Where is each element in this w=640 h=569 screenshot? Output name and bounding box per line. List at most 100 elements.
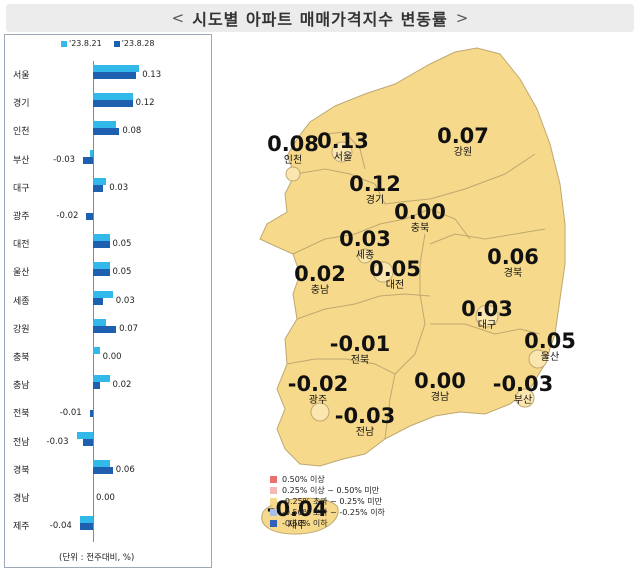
region-jeonbuk: -0.01 전북 [330,334,391,367]
region-value: -0.02 [287,372,349,396]
category-label: 경기 [13,99,30,110]
region-value: 0.08 [267,132,319,156]
data-label: -0.04 [49,521,72,532]
region-name: 전남 [355,427,375,438]
region-value: 0.07 [437,124,489,148]
data-label: 0.06 [115,464,135,475]
seoul-inner [331,141,353,163]
bar-series-2 [93,297,103,305]
map-legend-item: 0.50% 이상 [270,474,385,485]
region-name: 강원 [453,147,473,158]
region-value: 0.05 [524,329,576,353]
boundary-line [294,153,536,205]
category-label: 강원 [13,324,30,335]
bar-series-2 [83,156,93,164]
category-label: 서울 [13,71,30,81]
data-label: 0.03 [109,182,129,193]
boundary-line [286,358,396,375]
legend-label: 0.50% 이상 [282,475,325,484]
boundary-line [384,233,426,440]
region-sejong: 0.03 세종 [339,227,391,262]
title-bar: < 시도별 아파트 매매가격지수 변동률 > [6,4,634,32]
bar-series-2 [83,438,93,446]
bar-series-1 [93,347,100,354]
chart-legend: '23.8.21 '23.8.28 [61,39,154,48]
region-name: 광주 [308,395,328,406]
bar-series-1 [89,149,93,157]
category-label: 경남 [13,494,30,504]
region-jeonnam: -0.03 전남 [335,406,396,439]
region-seoul: 0.13 서울 [317,131,369,164]
legend-item-series-2: '23.8.28 [113,39,155,48]
legend-swatch [270,498,277,505]
bar-series-2 [86,213,93,220]
legend-label: -0.25% 초과 ~ 0.25% 미만 [282,497,383,506]
category-label: 제주 [13,522,30,533]
data-label: -0.02 [56,211,79,221]
bar-series-1 [93,93,133,101]
region-gyeonggi: 0.12 경기 [349,172,401,207]
bar-series-1 [93,65,140,72]
region-name: 경북 [503,268,523,279]
region-name: 제주 [287,520,307,531]
busan-inner [515,388,535,408]
region-name: 대전 [385,280,405,291]
category-label: 전북 [13,409,30,420]
legend-label: 0.25% 이상 ~ 0.50% 미만 [282,486,380,495]
incheon-inner [285,166,301,182]
region-name: 경기 [365,195,385,206]
region-value: 0.03 [461,297,513,321]
map-legend-item: -0.50% 초과 ~ -0.25% 이하 [270,507,385,518]
category-label: 인천 [13,127,30,138]
bar-series-2 [93,100,133,108]
data-label: 0.13 [142,70,162,80]
data-label: 0.00 [96,493,115,503]
jeju-shape [261,497,339,535]
category-label: 울산 [13,268,30,279]
bar-series-1 [93,262,110,270]
data-label: 0.05 [112,267,132,278]
region-name: 부산 [513,395,533,406]
gwangju-inner [310,402,330,422]
bar-series-1 [93,375,110,383]
category-label: 광주 [13,212,30,222]
bar-series-2 [93,269,110,277]
region-name: 충북 [410,223,430,234]
korea-map: 0.08 인천 0.13 서울 0.12 경기 0.07 강원 0.00 충북 0.03 세종 0.02… [215,34,640,569]
legend-swatch [61,40,67,47]
legend-label: -0.50% 초과 ~ -0.25% 이하 [282,508,385,517]
map-shape [259,47,566,535]
bar-series-2 [89,410,93,418]
daejeon-inner [372,261,394,283]
boundary-line [309,131,366,170]
bar-series-1 [93,459,110,467]
region-name: 경남 [430,392,450,403]
data-label: 0.02 [112,380,132,391]
legend-label: '23.8.28 [121,39,155,48]
region-name: 서울 [333,152,353,163]
region-value: 0.12 [349,172,401,196]
unit-note: (단위 : 전주대비, %) [59,553,135,563]
data-label: 0.03 [115,295,135,306]
region-daejeon: 0.05 대전 [369,259,421,292]
region-value: 0.03 [339,227,391,251]
legend-swatch [113,40,120,47]
legend-label: '23.8.21 [69,39,102,48]
map-legend-item: 0.25% 이상 ~ 0.50% 미만 [270,485,385,496]
region-chungnam: 0.02 충남 [294,264,346,297]
boundary-line [429,228,546,245]
bar-series-1 [93,318,107,326]
data-label: 0.08 [122,126,142,137]
data-label: 0.12 [135,98,155,109]
legend-swatch [270,509,277,516]
region-value: 0.00 [414,369,466,393]
bar-series-2 [93,466,113,474]
data-label: 0.07 [119,323,139,334]
legend-label: -0.50% 이하 [282,519,328,528]
category-label: 충남 [13,381,30,392]
region-gyeongbuk: 0.06 경북 [487,247,539,280]
region-value: -0.04 [266,497,328,521]
boundary-line [296,293,431,320]
map-legend-item: -0.25% 초과 ~ 0.25% 미만 [270,496,385,507]
category-label: 대구 [13,183,30,194]
